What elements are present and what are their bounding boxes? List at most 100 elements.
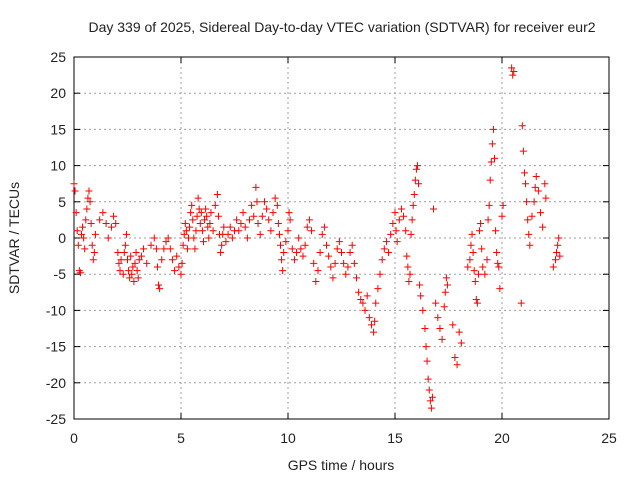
data-point	[314, 267, 322, 275]
data-point	[279, 267, 287, 275]
data-point	[411, 176, 419, 184]
data-point	[357, 296, 365, 304]
data-point	[539, 223, 547, 231]
data-point	[155, 281, 163, 289]
data-point	[82, 216, 90, 224]
data-point	[121, 241, 129, 249]
data-point	[171, 267, 179, 275]
data-point	[329, 274, 337, 282]
data-point	[286, 216, 294, 224]
data-point	[436, 325, 444, 332]
data-point	[372, 299, 380, 307]
data-point	[355, 288, 363, 296]
data-point	[361, 306, 369, 314]
data-point	[119, 270, 127, 278]
data-point	[205, 234, 213, 242]
data-point	[534, 187, 542, 195]
data-point	[77, 230, 85, 238]
x-tick-label: 20	[494, 430, 510, 446]
data-point	[522, 180, 530, 188]
data-point	[130, 277, 138, 285]
data-point	[228, 234, 236, 242]
data-point	[88, 241, 96, 249]
data-point	[131, 259, 139, 267]
data-point	[120, 248, 128, 256]
data-point	[451, 353, 459, 361]
data-point	[87, 220, 95, 228]
data-point	[188, 201, 196, 209]
data-point	[265, 216, 273, 224]
data-point	[158, 256, 166, 264]
data-point	[254, 220, 262, 228]
data-point	[241, 223, 249, 231]
data-point	[496, 285, 504, 293]
data-point	[532, 172, 540, 180]
x-tick-label: 10	[280, 430, 296, 446]
data-point	[335, 238, 343, 246]
data-point	[256, 230, 264, 238]
data-point	[442, 274, 450, 282]
data-point	[352, 274, 360, 282]
data-point	[405, 277, 413, 285]
data-point	[397, 205, 405, 213]
y-tick-label: -5	[54, 266, 67, 282]
data-point	[252, 183, 260, 191]
data-point	[301, 241, 309, 249]
data-point	[499, 201, 507, 209]
data-point	[554, 241, 562, 249]
data-point	[280, 248, 288, 256]
data-point	[340, 259, 348, 267]
data-point	[213, 191, 221, 199]
data-point	[428, 393, 436, 401]
data-point	[449, 321, 457, 329]
data-point	[467, 241, 475, 249]
data-point	[519, 147, 527, 155]
data-point	[518, 122, 526, 130]
data-point	[491, 154, 499, 162]
data-point	[476, 227, 484, 235]
data-point	[269, 209, 277, 217]
data-point	[407, 230, 415, 238]
data-point	[128, 270, 136, 278]
data-point	[107, 223, 115, 231]
data-point	[415, 180, 423, 188]
data-point	[297, 245, 305, 253]
data-point	[474, 270, 482, 278]
data-point	[318, 230, 326, 238]
data-point	[192, 227, 200, 235]
data-point	[226, 223, 234, 231]
data-point	[74, 241, 82, 249]
data-point	[409, 201, 417, 209]
data-point	[178, 259, 186, 267]
data-point	[91, 230, 99, 238]
data-point	[359, 299, 367, 307]
data-point	[263, 205, 271, 213]
data-point	[284, 227, 292, 235]
data-point	[122, 230, 130, 238]
data-point	[391, 209, 399, 217]
x-tick-label: 25	[601, 430, 617, 446]
y-tick-label: 0	[58, 230, 66, 246]
data-point	[80, 234, 88, 242]
data-point	[127, 252, 135, 260]
data-point	[202, 205, 210, 213]
data-point	[71, 187, 79, 195]
data-point	[150, 234, 158, 242]
data-point	[179, 241, 187, 249]
data-point	[525, 230, 533, 238]
data-point	[164, 234, 172, 242]
data-point	[211, 201, 219, 209]
x-tick-label: 5	[177, 430, 185, 446]
data-point	[76, 269, 84, 277]
data-point	[426, 397, 434, 405]
data-point	[371, 317, 379, 325]
data-point	[135, 256, 143, 264]
data-point	[421, 325, 429, 332]
data-point	[274, 220, 282, 228]
data-point	[112, 220, 120, 228]
y-tick-label: -10	[46, 302, 66, 318]
data-point	[531, 183, 539, 191]
data-point	[392, 227, 400, 235]
data-point	[140, 245, 148, 253]
